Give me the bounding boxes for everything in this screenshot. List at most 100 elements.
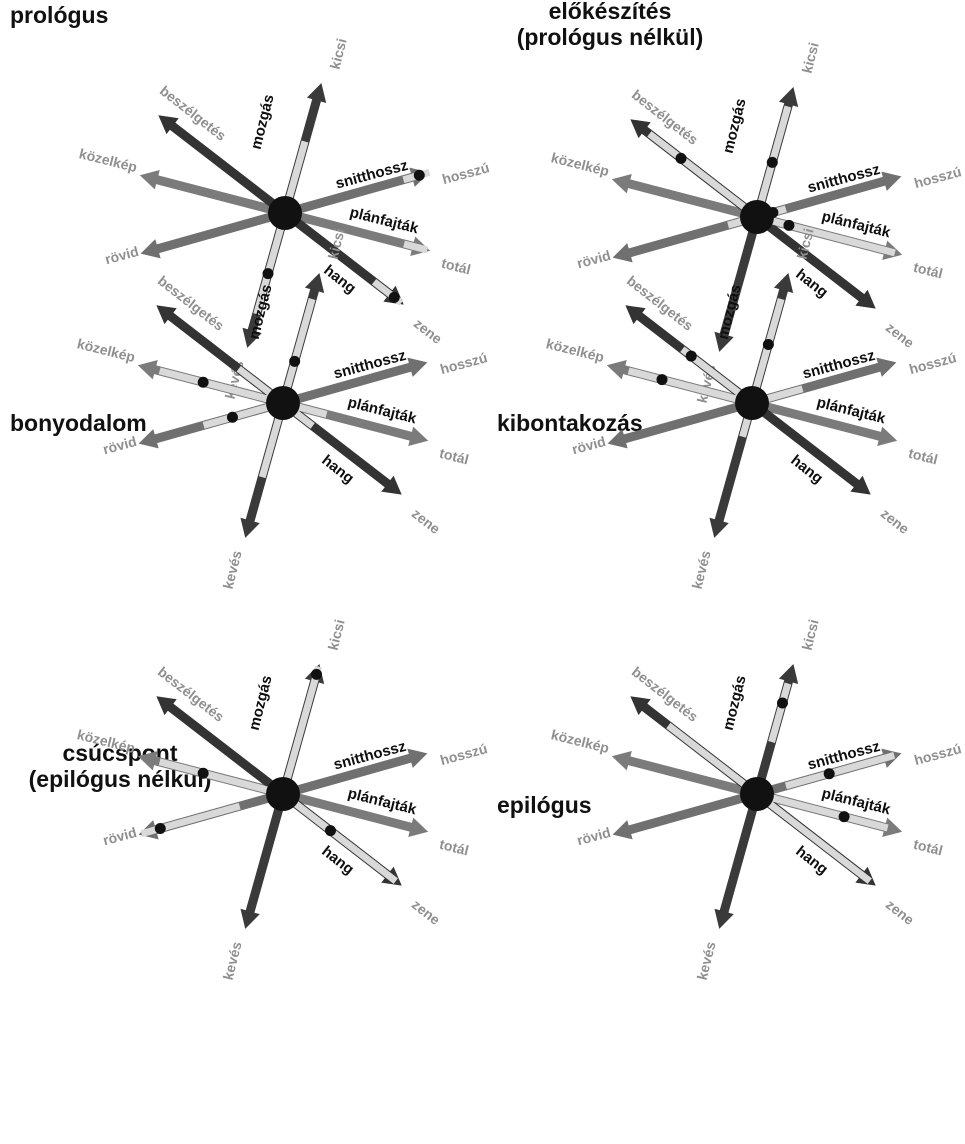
end-label-rovid: rövid (103, 243, 140, 267)
end-label-zene: zene (883, 319, 918, 351)
arrowhead (304, 272, 325, 294)
end-label-total: totál (440, 255, 473, 278)
axis-star: mozgássnitthosszplánfajtákhangkicsikevés… (76, 227, 489, 591)
arrowhead (242, 327, 262, 348)
panel-title-line: előkészítés (548, 0, 672, 24)
axis-star: mozgássnitthosszplánfajtákhangkicsikevés… (550, 41, 963, 405)
center-hub (740, 777, 774, 811)
arrowhead (850, 475, 871, 495)
arrowhead (306, 82, 327, 104)
value-dot (766, 156, 778, 168)
arrowhead (877, 426, 898, 446)
value-dot (685, 350, 697, 362)
axis-star: mozgássnitthosszplánfajtákhangkicsikevés… (76, 618, 489, 982)
value-dot (776, 697, 788, 709)
center-hub (740, 200, 774, 234)
value-dot (226, 411, 238, 423)
arrowhead (778, 86, 799, 108)
arrowhead (625, 305, 646, 325)
arrowhead (606, 360, 627, 380)
center-hub (266, 777, 300, 811)
arrowhead (855, 289, 876, 309)
arrowhead (137, 360, 158, 380)
value-dot (154, 823, 166, 835)
end-label-zene: zene (411, 315, 446, 347)
end-label-total: totál (438, 445, 471, 468)
end-label-kicsi: kicsi (794, 227, 817, 261)
axis-name-mozgas: mozgás (248, 93, 278, 151)
value-dot (413, 169, 425, 181)
arrowhead (407, 748, 428, 768)
panel-title-line: (prológus nélkül) (516, 24, 704, 50)
value-dot (838, 811, 850, 823)
value-dot (262, 268, 274, 280)
value-dot (656, 374, 668, 386)
center-hub (266, 386, 300, 420)
value-dot (324, 825, 336, 837)
arrowhead (607, 429, 628, 449)
panel-title-line: bonyodalom (10, 410, 147, 436)
value-dot (823, 768, 835, 780)
arrowhead (778, 663, 799, 685)
panel-1: prológus mozgás snitthossz plánfajták hang ki… (0, 0, 491, 401)
value-dot (783, 219, 795, 231)
panel-title-line: epilógus (497, 792, 592, 818)
end-label-total: totál (907, 445, 940, 468)
arrowhead (709, 517, 729, 538)
arrowhead (156, 696, 177, 716)
arrowhead (611, 751, 632, 771)
highlight-segment (403, 240, 429, 254)
arrowhead (630, 119, 651, 139)
arrowhead (408, 817, 429, 837)
end-label-kozelkep: közelkép (78, 145, 139, 175)
end-label-keves: kevés (220, 940, 245, 982)
arrowhead (138, 429, 159, 449)
end-label-keves: kevés (694, 940, 719, 982)
panel-5: csúcspont (epilógus nélkül) mozgás snitthos… (0, 618, 489, 1143)
value-dot (762, 338, 774, 350)
highlight-segment (158, 758, 277, 796)
axis-star: mozgássnitthosszplánfajtákhangkicsikevés… (78, 37, 491, 401)
axis-name-mozgas: mozgás (720, 97, 750, 155)
end-label-kozelkep: közelkép (550, 149, 611, 179)
value-dot (675, 152, 687, 164)
arrowhead (381, 475, 402, 495)
axis-star: mozgássnitthosszplánfajtákhangkicsikevés… (545, 227, 958, 591)
highlight-segment (292, 800, 398, 884)
end-label-kicsi: kicsi (799, 618, 822, 652)
panel-title: epilógus (497, 792, 592, 818)
panel-title-line: prológus (10, 2, 109, 28)
panel-4: kibontakozás mozgás snitthossz plánfajták ha… (482, 227, 964, 762)
end-label-rovid: rövid (101, 824, 138, 848)
arrowhead (714, 331, 734, 352)
end-label-total: totál (912, 259, 945, 282)
center-hub (268, 196, 302, 230)
end-label-keves: kevés (689, 549, 714, 591)
highlight-segment (281, 665, 323, 789)
center-hub (735, 386, 769, 420)
highlight-segment (763, 792, 889, 832)
panel-2: előkészítés (prológus nélkül) mozgás snitth… (482, 0, 964, 405)
arrowhead (630, 696, 651, 716)
end-label-keves: kevés (220, 549, 245, 591)
panel-title: kibontakozás (497, 410, 643, 436)
end-label-zene: zene (409, 896, 444, 928)
panel-title-line: kibontakozás (497, 410, 643, 436)
end-label-kicsi: kicsi (799, 41, 822, 75)
end-label-zene: zene (883, 896, 918, 928)
panel-title: előkészítés (prológus nélkül) (517, 0, 704, 50)
axis-star: mozgássnitthosszplánfajtákhangkicsikevés… (550, 618, 963, 982)
highlight-segment (784, 752, 896, 790)
end-label-beszelgetes: beszélgetés (157, 82, 230, 144)
highlight-segment (647, 131, 753, 215)
end-label-rovid: rövid (101, 433, 138, 457)
arrowhead (137, 751, 158, 771)
arrowhead (611, 174, 632, 194)
highlight-segment (768, 682, 792, 743)
arrowhead (881, 171, 902, 191)
end-label-kicsi: kicsi (325, 227, 348, 261)
value-dot (197, 767, 209, 779)
arrowhead (240, 517, 260, 538)
arrowhead (158, 115, 179, 135)
arrowhead (612, 243, 633, 263)
